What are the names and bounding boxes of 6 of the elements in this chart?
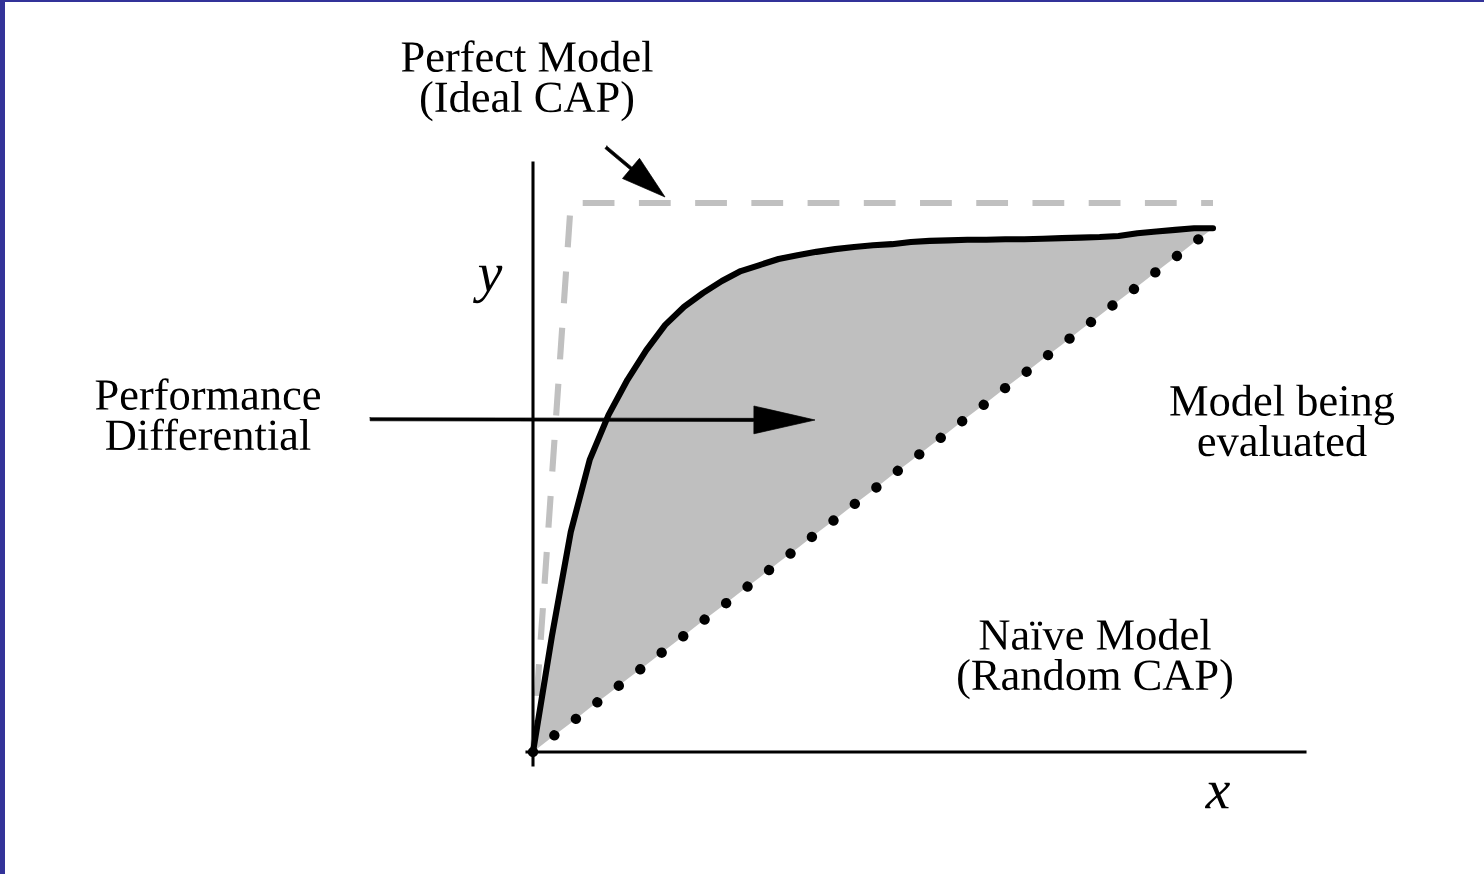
annotation: Naïve Model (Random CAP) — [958, 618, 1232, 700]
annotation: Model being evaluated — [1170, 384, 1395, 457]
x-axis-title: x — [1204, 782, 1230, 809]
series-label: Perfect Model (Ideal CAP) — [401, 40, 653, 122]
y-axis-title: y — [473, 265, 503, 304]
text: Performance Differential — [95, 378, 320, 451]
